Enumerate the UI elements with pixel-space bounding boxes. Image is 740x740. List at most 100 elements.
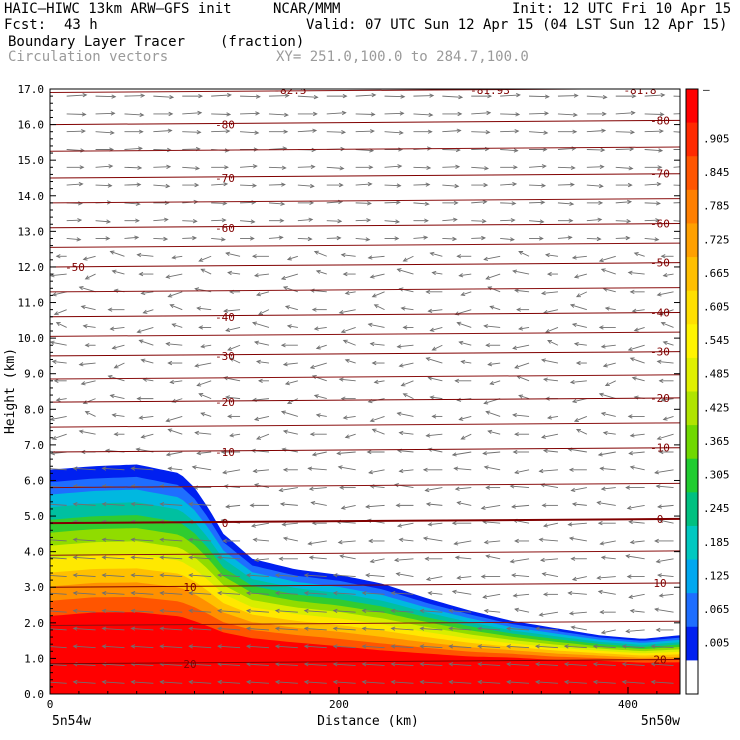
vector-arrow bbox=[518, 251, 530, 257]
vector-arrow bbox=[222, 469, 241, 475]
vector-arrow bbox=[448, 662, 472, 667]
vector-arrow bbox=[124, 129, 144, 134]
vector-arrow bbox=[569, 303, 587, 311]
isotherm-label: -60 bbox=[215, 222, 235, 235]
vector-arrow bbox=[500, 129, 520, 134]
vector-arrow bbox=[629, 465, 645, 471]
vector-arrow bbox=[592, 679, 616, 685]
tracer-fill bbox=[50, 464, 680, 694]
vector-arrow bbox=[644, 165, 663, 170]
isotherm-label: -20 bbox=[650, 392, 670, 405]
vector-arrow bbox=[541, 358, 559, 364]
y-tick-label: 17.0 bbox=[18, 83, 45, 96]
vector-arrow bbox=[315, 344, 327, 350]
vector-arrow bbox=[355, 201, 372, 206]
vector-arrow bbox=[84, 343, 96, 348]
vector-arrow bbox=[281, 522, 298, 527]
vector-arrow bbox=[315, 269, 327, 275]
vector-arrow bbox=[307, 466, 327, 471]
vector-arrow bbox=[485, 273, 501, 280]
vector-arrow bbox=[66, 237, 82, 242]
vector-arrow bbox=[371, 360, 385, 366]
vector-arrow bbox=[253, 340, 270, 346]
vector-arrow bbox=[369, 415, 385, 423]
vector-arrow bbox=[483, 540, 501, 545]
vector-arrow bbox=[451, 451, 472, 457]
vector-arrow bbox=[72, 626, 96, 631]
vector-arrow bbox=[538, 468, 558, 474]
vector-arrow bbox=[538, 611, 559, 617]
vector-arrow bbox=[303, 608, 327, 613]
vector-arrow bbox=[625, 554, 645, 560]
vector-arrow bbox=[194, 362, 212, 368]
vector-arrow bbox=[396, 268, 414, 275]
vector-arrow bbox=[500, 201, 517, 206]
vector-arrow bbox=[644, 237, 660, 242]
vector-arrow bbox=[225, 327, 241, 332]
vector-arrow bbox=[557, 218, 574, 223]
vector-arrow bbox=[124, 235, 140, 240]
isotherm-line bbox=[50, 146, 680, 152]
vector-arrow bbox=[633, 327, 645, 332]
colorbar-label: .725 bbox=[703, 233, 730, 246]
colorbar-label: .425 bbox=[703, 401, 730, 414]
field-title-vectors: Circulation vectors bbox=[8, 49, 169, 65]
vector-arrow bbox=[627, 414, 645, 419]
vector-arrow bbox=[621, 644, 645, 649]
vector-arrow bbox=[369, 341, 385, 347]
vector-arrow bbox=[615, 166, 634, 171]
vector-arrow bbox=[541, 572, 559, 578]
vector-arrow bbox=[557, 201, 575, 206]
vector-arrow bbox=[227, 344, 241, 351]
vector-arrow bbox=[627, 344, 645, 352]
vector-arrow bbox=[245, 573, 269, 578]
vector-arrow bbox=[458, 340, 472, 346]
colorbar-swatch bbox=[686, 391, 698, 426]
vector-arrow bbox=[621, 679, 645, 685]
vector-arrow bbox=[66, 181, 84, 187]
vector-arrow bbox=[109, 326, 125, 331]
vector-arrow bbox=[140, 433, 154, 439]
vector-arrow bbox=[303, 590, 327, 596]
vector-arrow bbox=[471, 199, 488, 205]
vector-arrow bbox=[629, 540, 645, 545]
vector-arrow bbox=[337, 540, 356, 545]
vector-arrow bbox=[344, 433, 356, 439]
isotherm-line bbox=[50, 397, 680, 403]
vector-arrow bbox=[656, 291, 674, 297]
vector-arrow bbox=[529, 130, 549, 135]
vector-arrow bbox=[109, 250, 125, 257]
vector-arrow bbox=[599, 540, 616, 546]
colorbar-label: .845 bbox=[703, 166, 730, 179]
vector-arrow bbox=[307, 540, 327, 546]
y-tick-label: 1.0 bbox=[24, 652, 44, 665]
vector-arrow bbox=[413, 182, 431, 187]
vector-arrow bbox=[512, 593, 530, 598]
vector-arrow bbox=[547, 339, 559, 346]
x-tick-label: 200 bbox=[329, 698, 349, 711]
vector-arrow bbox=[626, 504, 645, 510]
vector-arrow bbox=[274, 626, 298, 631]
vector-arrow bbox=[211, 181, 229, 187]
vector-arrow bbox=[124, 112, 145, 118]
vector-arrow bbox=[130, 590, 154, 596]
vector-arrow bbox=[101, 555, 125, 560]
vector-arrow bbox=[500, 218, 516, 223]
vector-arrow bbox=[500, 112, 521, 117]
vector-arrow bbox=[222, 538, 241, 544]
vector-arrow bbox=[72, 644, 96, 649]
vector-arrow bbox=[138, 415, 154, 420]
isotherm-line bbox=[50, 550, 680, 556]
vector-arrow bbox=[368, 538, 385, 544]
vector-arrow bbox=[66, 148, 86, 153]
vector-arrow bbox=[217, 608, 241, 613]
vector-arrow bbox=[650, 662, 674, 667]
vector-arrow bbox=[326, 93, 348, 99]
isotherm-label: -80 bbox=[215, 119, 235, 132]
vector-arrow bbox=[198, 255, 212, 262]
y-tick-label: 13.0 bbox=[18, 225, 45, 238]
vector-arrow bbox=[529, 200, 546, 205]
vector-arrow bbox=[424, 556, 443, 561]
vector-arrow bbox=[80, 305, 96, 311]
vector-arrow bbox=[84, 273, 96, 280]
